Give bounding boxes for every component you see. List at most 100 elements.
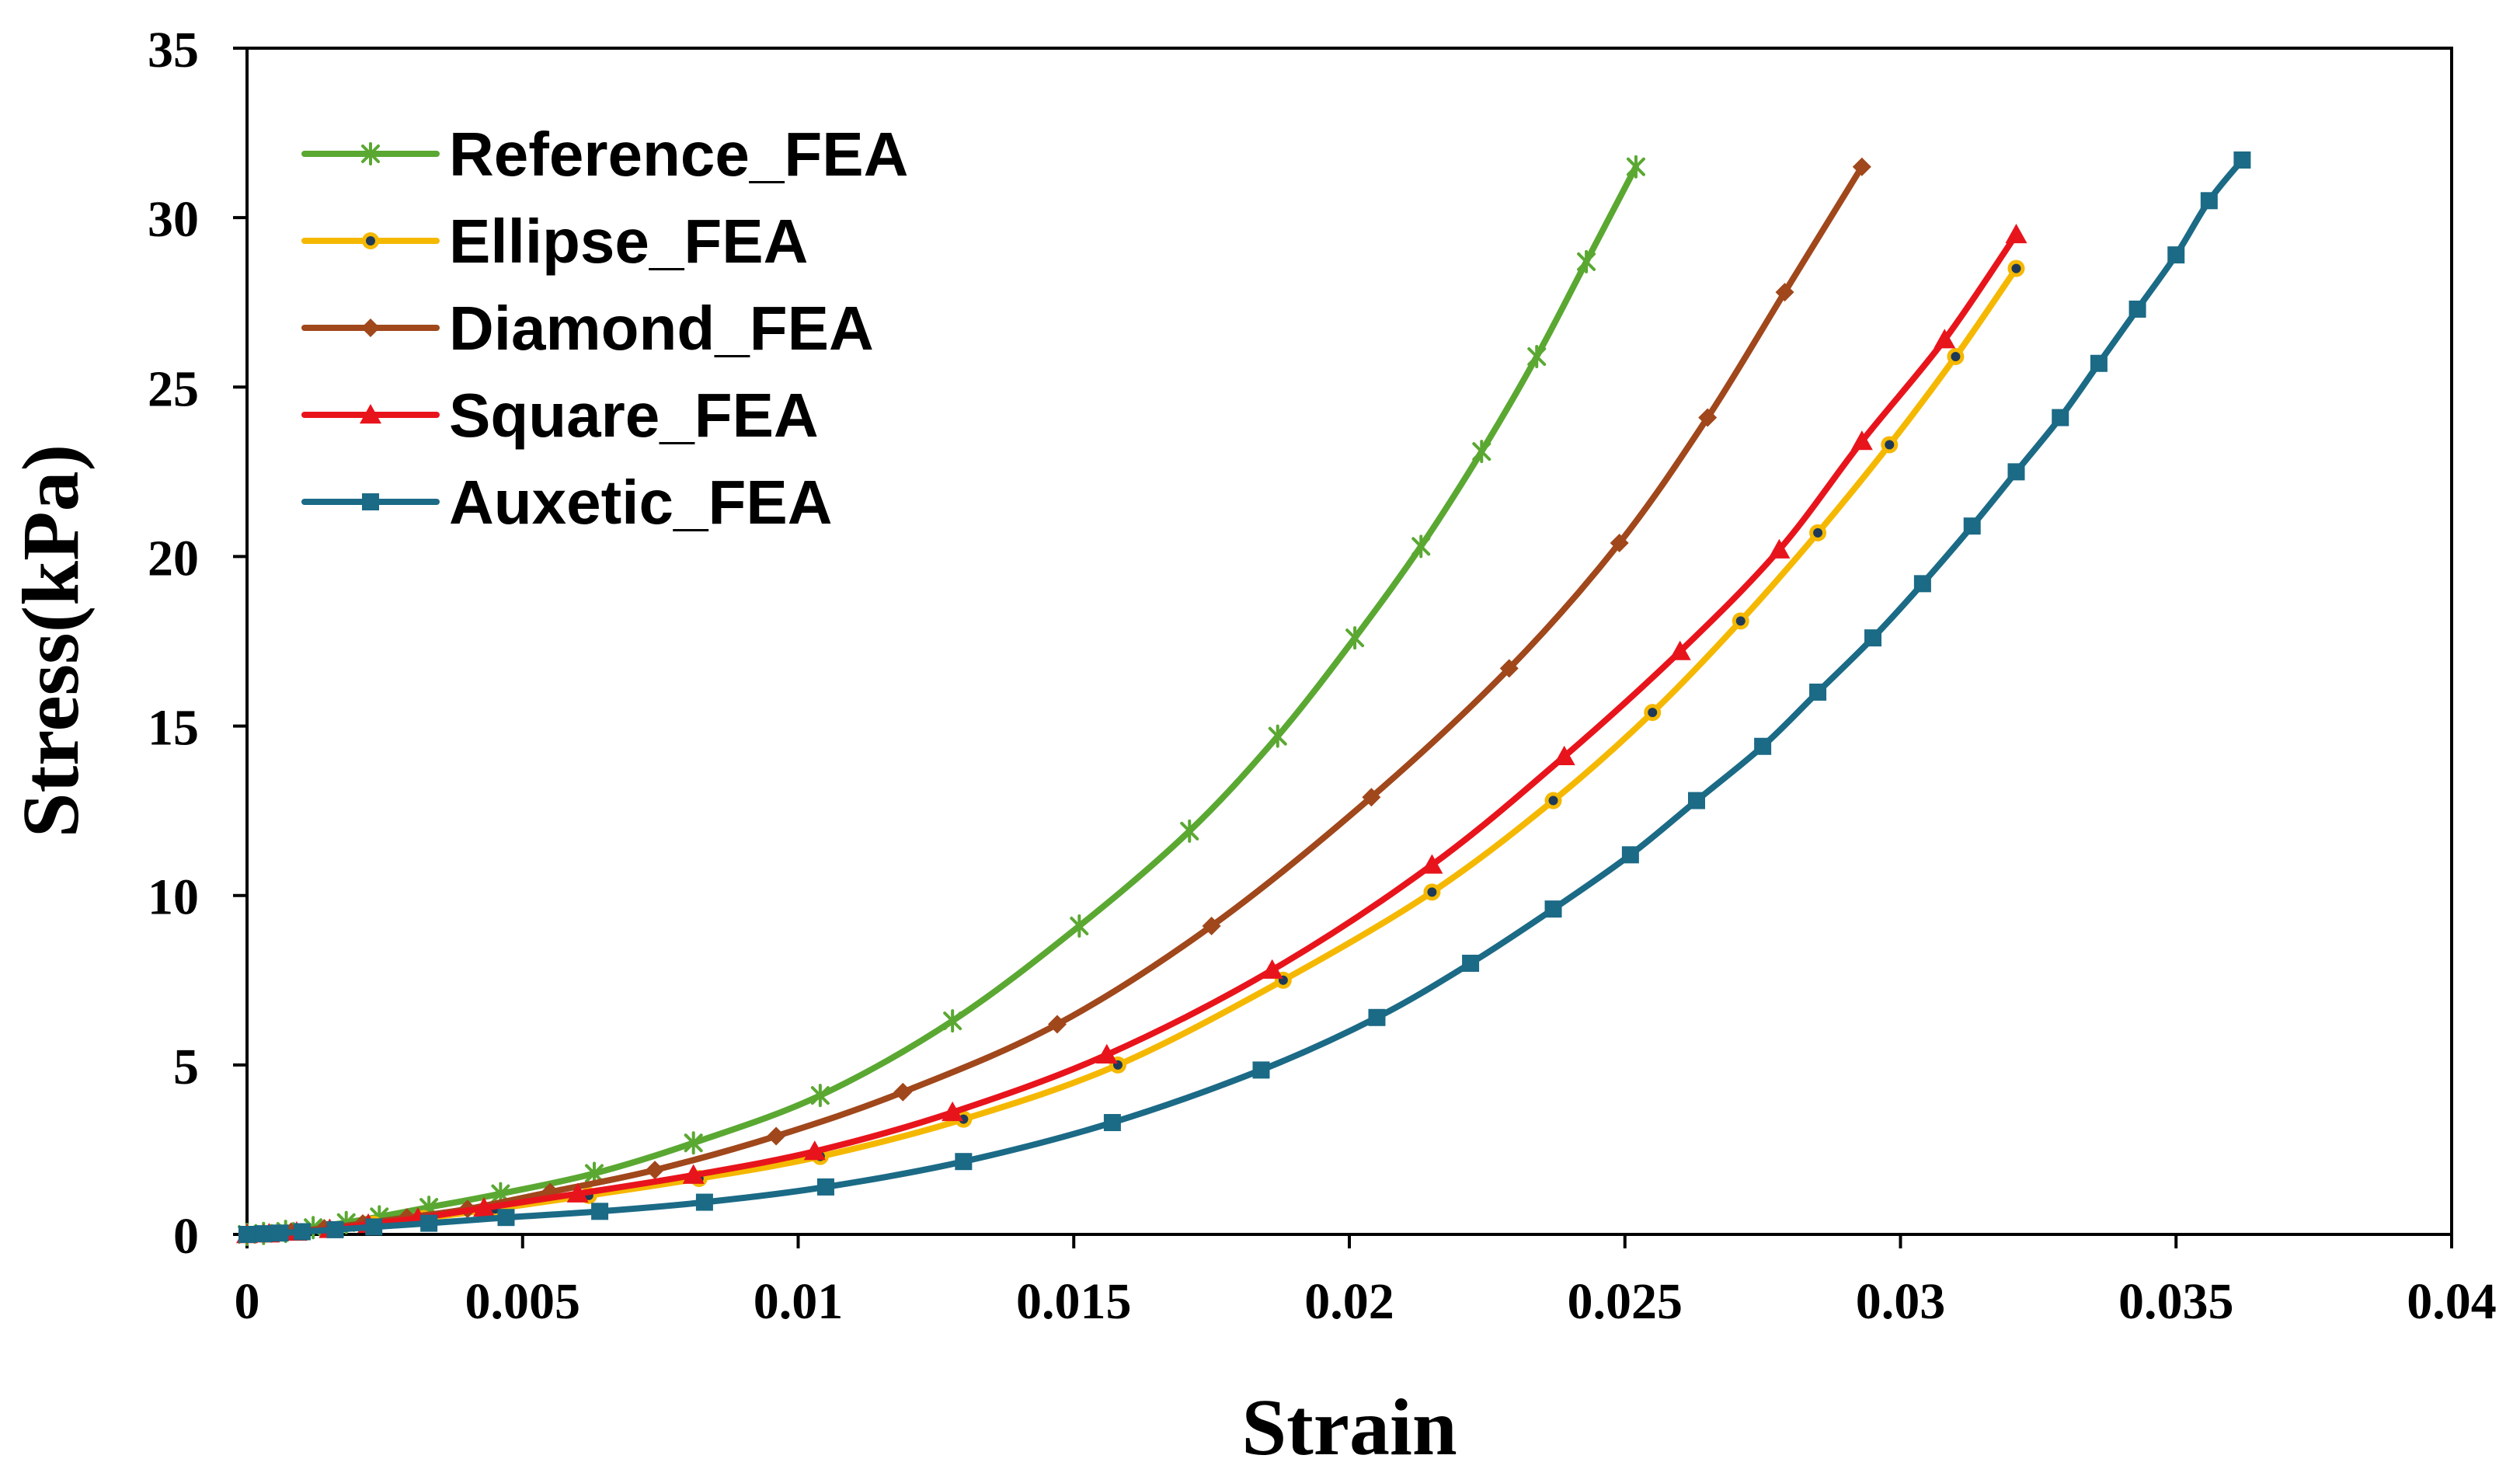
data-point-ellipse-fea <box>1947 348 1965 366</box>
legend-marker-diamond-fea <box>361 319 380 337</box>
y-tick-label: 25 <box>148 360 199 417</box>
data-point-square-fea <box>1934 329 1956 349</box>
y-axis-title: Stress(kPa) <box>6 444 96 838</box>
series-square-fea <box>236 223 2027 1244</box>
y-tick-label: 30 <box>148 191 199 248</box>
data-point-diamond-fea <box>1202 916 1221 935</box>
legend-label-diamond-fea: Diamond_FEA <box>449 294 874 363</box>
x-tick-label: 0.03 <box>1856 1273 1946 1330</box>
y-tick-label: 35 <box>148 22 199 78</box>
data-point-auxetic-fea <box>1621 846 1639 864</box>
y-tick-label: 5 <box>173 1039 199 1095</box>
marker-core <box>366 236 375 245</box>
series-layer <box>236 151 2251 1246</box>
data-point-auxetic-fea <box>365 1218 383 1236</box>
data-point-diamond-fea <box>1775 283 1794 302</box>
data-point-diamond-fea <box>1610 533 1629 552</box>
data-point-auxetic-fea <box>591 1203 609 1220</box>
data-point-ellipse-fea <box>1732 612 1749 630</box>
marker-core <box>1648 708 1658 718</box>
data-point-auxetic-fea <box>1252 1061 1270 1079</box>
data-point-reference-fea <box>1626 155 1645 179</box>
data-point-square-fea <box>1553 745 1575 766</box>
data-point-diamond-fea <box>767 1126 786 1146</box>
data-point-auxetic-fea <box>1462 954 1480 972</box>
data-point-auxetic-fea <box>238 1226 256 1243</box>
data-point-reference-fea <box>810 1084 830 1108</box>
legend-marker-square-fea <box>360 404 381 424</box>
data-point-reference-fea <box>943 1009 962 1033</box>
marker-core <box>1885 440 1895 450</box>
data-point-auxetic-fea <box>326 1220 344 1238</box>
marker-core <box>1735 616 1746 626</box>
data-point-auxetic-fea <box>1809 683 1827 701</box>
data-point-reference-fea <box>1180 819 1199 843</box>
data-point-square-fea <box>1095 1043 1118 1064</box>
data-point-auxetic-fea <box>2167 246 2185 264</box>
x-tick-label: 0.025 <box>1568 1273 1683 1330</box>
x-tick-label: 0.02 <box>1304 1273 1394 1330</box>
data-point-auxetic-fea <box>1963 517 1981 535</box>
data-point-square-fea <box>1669 640 1691 660</box>
x-tick-label: 0.035 <box>2118 1273 2234 1330</box>
data-point-auxetic-fea <box>2128 300 2146 318</box>
y-tick-label: 10 <box>148 869 199 926</box>
data-point-auxetic-fea <box>2052 409 2069 426</box>
data-point-auxetic-fea <box>816 1178 834 1196</box>
data-point-reference-fea <box>684 1131 703 1155</box>
data-point-square-fea <box>942 1101 964 1122</box>
data-point-ellipse-fea <box>1644 704 1662 722</box>
x-tick-label: 0.005 <box>465 1273 581 1330</box>
data-point-square-fea <box>2005 223 2027 244</box>
data-point-reference-fea <box>1472 440 1491 464</box>
data-point-auxetic-fea <box>2200 192 2218 210</box>
legend-label-auxetic-fea: Auxetic_FEA <box>449 468 832 537</box>
y-tick-label: 0 <box>173 1208 199 1265</box>
data-point-square-fea <box>682 1164 705 1184</box>
x-tick-label: 0 <box>235 1273 260 1330</box>
data-point-auxetic-fea <box>955 1153 973 1171</box>
data-point-auxetic-fea <box>271 1224 289 1242</box>
legend-item-diamond-fea: Diamond_FEA <box>301 294 874 363</box>
data-point-auxetic-fea <box>1103 1114 1121 1132</box>
marker-core <box>2011 263 2021 273</box>
data-point-reference-fea <box>1268 724 1287 748</box>
data-point-diamond-fea <box>1499 659 1519 678</box>
data-point-square-fea <box>1768 538 1791 559</box>
data-point-ellipse-fea <box>1544 792 1562 809</box>
data-point-reference-fea <box>1411 534 1431 559</box>
legend: Reference_FEA Ellipse_FEA Diamond_FEA Squar… <box>301 120 908 537</box>
data-point-square-fea <box>1261 959 1283 979</box>
data-point-auxetic-fea <box>497 1209 515 1227</box>
data-point-reference-fea <box>1345 626 1365 650</box>
data-point-reference-fea <box>1577 249 1596 273</box>
legend-marker-reference-fea <box>361 142 380 165</box>
data-point-auxetic-fea <box>1368 1008 1386 1026</box>
data-point-square-fea <box>566 1182 589 1203</box>
data-point-ellipse-fea <box>1881 436 1899 454</box>
data-point-auxetic-fea <box>695 1193 713 1211</box>
data-point-reference-fea <box>1070 914 1089 938</box>
data-point-auxetic-fea <box>1864 629 1882 647</box>
marker-core <box>959 1114 969 1124</box>
data-point-auxetic-fea <box>1544 900 1562 918</box>
data-point-square-fea <box>1850 430 1873 451</box>
legend-item-square-fea: Square_FEA <box>301 381 819 450</box>
data-point-diamond-fea <box>646 1161 665 1180</box>
data-point-diamond-fea <box>893 1082 913 1102</box>
data-point-diamond-fea <box>1362 788 1381 807</box>
data-point-diamond-fea <box>1047 1015 1067 1034</box>
legend-label-ellipse-fea: Ellipse_FEA <box>449 207 808 276</box>
data-point-square-fea <box>803 1140 826 1161</box>
data-point-auxetic-fea <box>1687 792 1705 809</box>
legend-item-reference-fea: Reference_FEA <box>301 120 908 189</box>
data-point-auxetic-fea <box>2233 151 2251 169</box>
data-point-square-fea <box>473 1196 496 1217</box>
series-auxetic-fea <box>238 151 2251 1243</box>
y-tick-label: 15 <box>148 700 199 757</box>
legend-item-auxetic-fea: Auxetic_FEA <box>301 468 832 537</box>
x-tick-label: 0.01 <box>754 1273 844 1330</box>
legend-item-ellipse-fea: Ellipse_FEA <box>301 207 808 276</box>
marker-core <box>1813 527 1823 538</box>
